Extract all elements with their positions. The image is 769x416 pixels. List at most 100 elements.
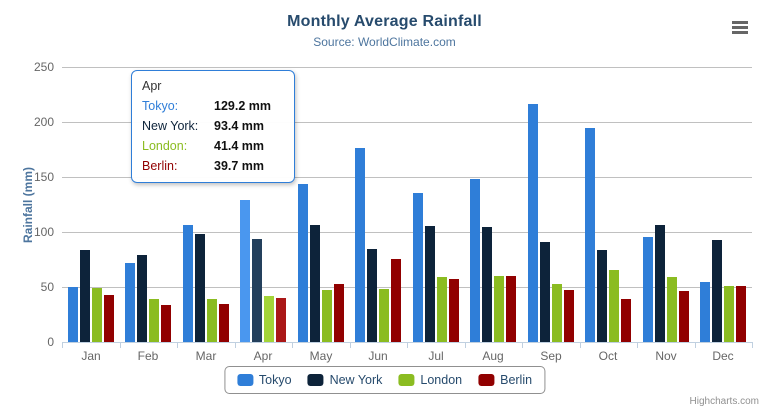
bar-london-oct[interactable] — [609, 270, 619, 342]
bar-berlin-feb[interactable] — [161, 305, 171, 342]
bar-tokyo-dec[interactable] — [700, 282, 710, 342]
bar-new-york-jan[interactable] — [80, 250, 90, 342]
bar-new-york-apr[interactable] — [252, 239, 262, 342]
legend-item-london[interactable]: London — [398, 373, 462, 387]
bar-berlin-sep[interactable] — [564, 290, 574, 342]
bar-tokyo-mar[interactable] — [183, 225, 193, 342]
x-axis-label-sep: Sep — [540, 349, 562, 363]
x-axis-tick — [407, 342, 408, 348]
legend-item-new-york[interactable]: New York — [307, 373, 383, 387]
bar-berlin-nov[interactable] — [679, 291, 689, 342]
bar-berlin-oct[interactable] — [621, 299, 631, 342]
bar-berlin-aug[interactable] — [506, 276, 516, 342]
tooltip-series-value: 93.4 mm — [214, 119, 265, 133]
x-axis-tick — [350, 342, 351, 348]
bar-berlin-jan[interactable] — [104, 295, 114, 342]
bar-new-york-feb[interactable] — [137, 255, 147, 342]
legend-item-tokyo[interactable]: Tokyo — [236, 373, 292, 387]
hamburger-icon — [731, 21, 749, 34]
x-axis-label-jun: Jun — [368, 349, 388, 363]
bar-london-nov[interactable] — [667, 277, 677, 342]
tooltip-rows: Tokyo: 129.2 mm New York: 93.4 mm London: 41.… — [142, 96, 284, 176]
x-axis-tick — [752, 342, 753, 348]
bar-tokyo-apr[interactable] — [240, 200, 250, 342]
legend-item-berlin[interactable]: Berlin — [478, 373, 532, 387]
legend-symbol — [398, 374, 415, 386]
legend-symbol — [478, 374, 495, 386]
tooltip-series-value: 41.4 mm — [214, 139, 265, 153]
legend-label: Berlin — [500, 373, 533, 387]
y-axis-tick-label: 100 — [33, 225, 54, 239]
bar-london-jun[interactable] — [379, 289, 389, 342]
x-axis-label-may: May — [309, 349, 333, 363]
tooltip: Apr Tokyo: 129.2 mm New York: 93.4 mm London… — [131, 70, 295, 183]
bar-berlin-mar[interactable] — [219, 304, 229, 342]
bar-new-york-mar[interactable] — [195, 234, 205, 342]
x-axis-tick — [522, 342, 523, 348]
legend-label: New York — [329, 373, 383, 387]
x-axis-tick — [637, 342, 638, 348]
gridline-200 — [62, 122, 752, 123]
bar-london-dec[interactable] — [724, 286, 734, 342]
export-menu-button[interactable] — [731, 21, 749, 36]
bar-new-york-jun[interactable] — [367, 249, 377, 342]
x-axis-tick — [120, 342, 121, 348]
legend-symbol — [236, 374, 253, 386]
bar-new-york-nov[interactable] — [655, 225, 665, 342]
tooltip-series-name: London: — [142, 139, 188, 153]
bar-tokyo-jun[interactable] — [355, 148, 365, 342]
legend-symbol — [307, 374, 324, 386]
bar-london-feb[interactable] — [149, 299, 159, 342]
x-axis-label-mar: Mar — [195, 349, 217, 363]
x-axis-label-nov: Nov — [655, 349, 677, 363]
bar-new-york-jul[interactable] — [425, 226, 435, 342]
bar-new-york-oct[interactable] — [597, 250, 607, 342]
bar-berlin-jun[interactable] — [391, 259, 401, 342]
x-axis-label-apr: Apr — [253, 349, 273, 363]
bar-tokyo-oct[interactable] — [585, 128, 595, 342]
bar-tokyo-jul[interactable] — [413, 193, 423, 342]
x-axis-tick — [695, 342, 696, 348]
gridline-100 — [62, 232, 752, 233]
bar-berlin-jul[interactable] — [449, 279, 459, 342]
legend-label: Tokyo — [258, 373, 292, 387]
bar-new-york-dec[interactable] — [712, 240, 722, 342]
bar-tokyo-sep[interactable] — [528, 104, 538, 342]
bar-berlin-may[interactable] — [334, 284, 344, 342]
x-axis-tick — [62, 342, 63, 348]
y-axis-tick-label: 150 — [33, 170, 54, 184]
bar-tokyo-nov[interactable] — [643, 237, 653, 342]
bar-london-sep[interactable] — [552, 284, 562, 342]
bar-tokyo-may[interactable] — [298, 184, 308, 342]
bar-london-apr[interactable] — [264, 296, 274, 342]
bar-berlin-dec[interactable] — [736, 286, 746, 342]
credits-link[interactable]: Highcharts.com — [689, 396, 759, 407]
tooltip-series-value: 39.7 mm — [214, 159, 265, 173]
x-axis-label-oct: Oct — [598, 349, 618, 363]
bar-new-york-sep[interactable] — [540, 242, 550, 342]
bar-new-york-aug[interactable] — [482, 227, 492, 342]
x-axis-label-jul: Jul — [428, 349, 444, 363]
bar-london-mar[interactable] — [207, 299, 217, 342]
x-axis-tick — [465, 342, 466, 348]
tooltip-row-tokyo: Tokyo: 129.2 mm — [142, 96, 284, 116]
x-axis-label-feb: Feb — [137, 349, 159, 363]
bar-berlin-apr[interactable] — [276, 298, 286, 342]
tooltip-row-berlin: Berlin: 39.7 mm — [142, 156, 284, 176]
bar-london-aug[interactable] — [494, 276, 504, 342]
bar-tokyo-jan[interactable] — [68, 287, 78, 342]
tooltip-series-name: Berlin: — [142, 159, 178, 173]
tooltip-row-london: London: 41.4 mm — [142, 136, 284, 156]
bar-tokyo-feb[interactable] — [125, 263, 135, 342]
tooltip-header: Apr — [142, 79, 162, 93]
bar-london-jul[interactable] — [437, 277, 447, 342]
gridline-150 — [62, 177, 752, 178]
bar-london-jan[interactable] — [92, 288, 102, 342]
gridline-50 — [62, 287, 752, 288]
x-axis-tick — [235, 342, 236, 348]
bar-london-may[interactable] — [322, 290, 332, 342]
bar-new-york-may[interactable] — [310, 225, 320, 342]
y-axis-tick-label: 0 — [47, 335, 54, 349]
bar-tokyo-aug[interactable] — [470, 179, 480, 342]
tooltip-series-value: 129.2 mm — [214, 99, 271, 113]
